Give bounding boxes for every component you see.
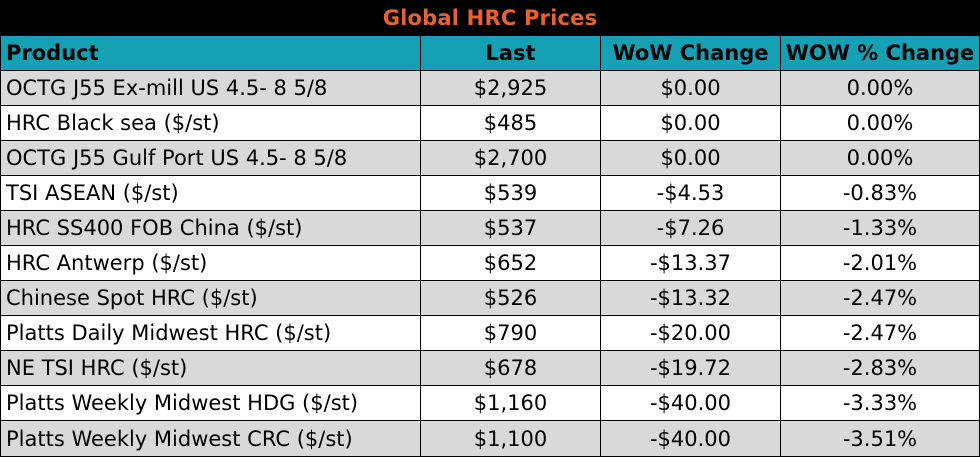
header-product: Product (1, 36, 421, 70)
table-title: Global HRC Prices (382, 6, 598, 30)
last-cell: $539 (421, 176, 601, 210)
header-last: Last (421, 36, 601, 70)
last-cell: $1,160 (421, 386, 601, 420)
last-cell: $2,925 (421, 71, 601, 105)
table-row: Chinese Spot HRC ($/st) $526 -$13.32 -2.47% (1, 281, 979, 316)
wow-pct-change-cell: 0.00% (846, 146, 914, 170)
header-wow-change: WoW Change (601, 36, 781, 70)
product-cell: OCTG J55 Ex-mill US 4.5- 8 5/8 (1, 71, 421, 105)
last-cell: $537 (421, 211, 601, 245)
product-cell: HRC Antwerp ($/st) (1, 246, 421, 280)
wow-change-cell: -$13.32 (601, 281, 781, 315)
table-title-bar: Global HRC Prices (1, 1, 979, 36)
product-cell: NE TSI HRC ($/st) (1, 351, 421, 385)
wow-change-cell: $0.00 (601, 106, 781, 140)
wow-change-cell: -$19.72 (601, 351, 781, 385)
last-cell: $678 (421, 351, 601, 385)
product-cell: TSI ASEAN ($/st) (1, 176, 421, 210)
wow-pct-change-cell: -2.83% (842, 356, 918, 380)
wow-pct-change-cell: -1.33% (842, 216, 918, 240)
table-row: NE TSI HRC ($/st) $678 -$19.72 -2.83% (1, 351, 979, 386)
header-wow-pct-change: WOW % Change (785, 41, 975, 65)
wow-pct-change-cell: -0.83% (842, 181, 918, 205)
table-body: OCTG J55 Ex-mill US 4.5- 8 5/8 $2,925 $0.0… (1, 71, 979, 456)
table-row: TSI ASEAN ($/st) $539 -$4.53 -0.83% (1, 176, 979, 211)
product-cell: Platts Daily Midwest HRC ($/st) (1, 316, 421, 350)
table-row: HRC Black sea ($/st) $485 $0.00 0.00% (1, 106, 979, 141)
wow-pct-change-cell: -2.47% (842, 321, 918, 345)
wow-pct-change-cell: -2.01% (842, 251, 918, 275)
wow-change-cell: -$40.00 (601, 386, 781, 420)
wow-pct-change-cell: 0.00% (846, 111, 914, 135)
table-row: Platts Weekly Midwest HDG ($/st) $1,160 -$… (1, 386, 979, 421)
wow-pct-change-cell: -2.47% (842, 286, 918, 310)
last-cell: $485 (421, 106, 601, 140)
product-cell: HRC SS400 FOB China ($/st) (1, 211, 421, 245)
wow-change-cell: -$7.26 (601, 211, 781, 245)
wow-pct-change-cell: -3.33% (842, 391, 918, 415)
product-cell: OCTG J55 Gulf Port US 4.5- 8 5/8 (1, 141, 421, 175)
last-cell: $790 (421, 316, 601, 350)
wow-pct-change-cell: -3.51% (842, 426, 918, 451)
product-cell: Platts Weekly Midwest CRC ($/st) (1, 421, 421, 456)
table-row: OCTG J55 Gulf Port US 4.5- 8 5/8 $2,700 $0… (1, 141, 979, 176)
last-cell: $2,700 (421, 141, 601, 175)
table-row: HRC SS400 FOB China ($/st) $537 -$7.26 -1.3… (1, 211, 979, 246)
wow-change-cell: -$40.00 (601, 421, 781, 456)
wow-change-cell: -$13.37 (601, 246, 781, 280)
product-cell: Chinese Spot HRC ($/st) (1, 281, 421, 315)
wow-pct-change-cell: 0.00% (846, 76, 914, 100)
last-cell: $526 (421, 281, 601, 315)
table-row: HRC Antwerp ($/st) $652 -$13.37 -2.01% (1, 246, 979, 281)
product-cell: HRC Black sea ($/st) (1, 106, 421, 140)
last-cell: $1,100 (421, 421, 601, 456)
table-row: Platts Daily Midwest HRC ($/st) $790 -$20.… (1, 316, 979, 351)
wow-change-cell: -$4.53 (601, 176, 781, 210)
wow-change-cell: $0.00 (601, 141, 781, 175)
table-row: OCTG J55 Ex-mill US 4.5- 8 5/8 $2,925 $0.0… (1, 71, 979, 106)
last-cell: $652 (421, 246, 601, 280)
table-header-row: Product Last WoW Change WOW % Change (1, 36, 979, 71)
table-row: Platts Weekly Midwest CRC ($/st) $1,100 -$… (1, 421, 979, 456)
product-cell: Platts Weekly Midwest HDG ($/st) (1, 386, 421, 420)
wow-change-cell: $0.00 (601, 71, 781, 105)
wow-change-cell: -$20.00 (601, 316, 781, 350)
